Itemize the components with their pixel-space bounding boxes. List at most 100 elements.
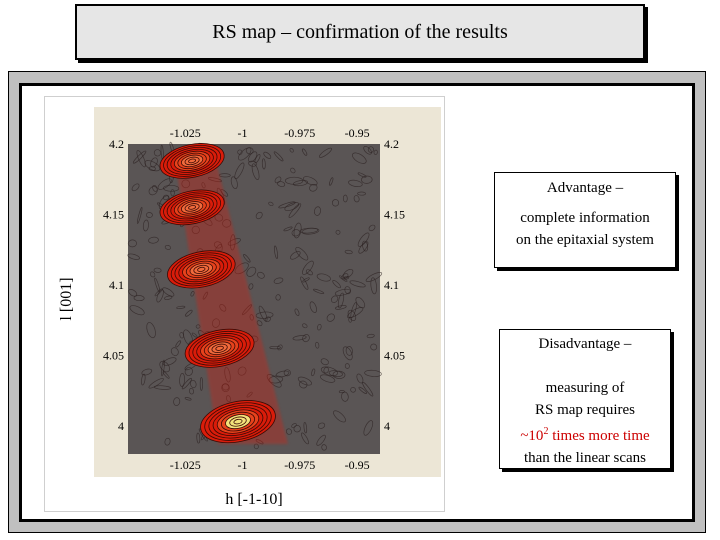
peak <box>200 400 276 444</box>
noise-contour <box>292 335 307 341</box>
noise-contour <box>365 272 383 282</box>
noise-contour <box>246 266 257 277</box>
noise-contour <box>142 219 149 232</box>
noise-contour <box>334 305 347 310</box>
noise-contour <box>127 253 140 260</box>
noise-contour <box>234 162 245 180</box>
noise-contour <box>248 283 254 290</box>
noise-contour <box>303 176 318 186</box>
noise-contour <box>230 176 238 190</box>
noise-contour <box>320 366 338 377</box>
slide-title: RS map – confirmation of the results <box>75 4 645 60</box>
noise-contour <box>290 251 301 260</box>
disadvantage-box: Disadvantage – measuring of RS map requi… <box>499 329 671 469</box>
noise-contour <box>256 320 263 327</box>
noise-contour <box>283 226 293 232</box>
noise-contour <box>302 334 310 343</box>
streak-shape <box>174 154 288 444</box>
noise-contour <box>255 311 274 319</box>
noise-contour <box>341 273 349 280</box>
disadvantage-line-4: than the linear scans <box>523 450 647 466</box>
noise-contour <box>356 373 364 384</box>
noise-contour <box>162 194 170 201</box>
noise-contour <box>164 437 171 446</box>
noise-contour <box>319 147 332 158</box>
noise-contour <box>268 201 274 207</box>
noise-contour <box>190 379 197 389</box>
y-tick-label-left: 4.1 <box>109 278 124 292</box>
y-tick-label-left: 4.15 <box>103 208 124 222</box>
noise-contour <box>153 267 162 273</box>
x-tick-label-bottom: -1.025 <box>170 458 201 472</box>
disadvantage-line-2: RS map requires <box>535 402 635 418</box>
noise-contour <box>319 374 336 383</box>
noise-contour <box>131 183 140 192</box>
advantage-line-1: complete information <box>520 210 650 226</box>
peak <box>184 328 255 368</box>
noise-contour <box>283 369 291 377</box>
noise-contour <box>334 288 351 296</box>
peak <box>159 143 225 179</box>
noise-contour <box>127 239 137 248</box>
disadvantage-line-3: ~102 times more time <box>500 421 670 447</box>
noise-contour <box>330 295 339 303</box>
noise-contour <box>157 178 172 190</box>
peak-contour-ring <box>188 205 197 210</box>
rs-map-figure: -1.025 -1.025 -1 -1 -0.975 -0.975 -0.95 -0.95 4.… <box>44 96 445 512</box>
noise-contour <box>278 201 296 209</box>
noise-contour <box>128 289 138 297</box>
noise-contour <box>291 229 301 237</box>
peak-contour-ring <box>197 266 206 272</box>
noise-contour <box>257 271 265 279</box>
noise-contour <box>302 260 314 275</box>
noise-contour <box>303 421 308 434</box>
noise-contour <box>367 146 374 153</box>
noise-contour <box>173 397 181 406</box>
noise-contour <box>299 227 319 234</box>
noise-contour <box>289 148 294 153</box>
x-tick-label-bottom: -0.95 <box>345 458 370 472</box>
noise-contour <box>181 377 192 390</box>
noise-contour <box>352 152 367 164</box>
peak <box>167 250 236 289</box>
noise-contour <box>136 206 143 224</box>
noise-contour <box>373 149 378 155</box>
noise-contour <box>366 333 375 339</box>
peak-contours <box>159 143 276 444</box>
x-axis-label: h [-1-10] <box>225 491 282 508</box>
x-tick-label-top: -1.025 <box>170 126 201 140</box>
noise-contour <box>161 359 165 377</box>
noise-contour <box>159 360 170 373</box>
noise-contour <box>301 432 309 445</box>
noise-contour <box>355 296 366 309</box>
noise-contour <box>191 332 198 338</box>
x-tick-label-top: -0.95 <box>345 126 370 140</box>
noise-contour <box>251 163 260 180</box>
noise-contour <box>317 422 326 429</box>
noise-contour <box>370 343 378 351</box>
noise-contour <box>153 149 162 157</box>
noise-contour <box>291 423 297 428</box>
noise-contour <box>285 428 293 435</box>
noise-contour <box>288 203 302 219</box>
y-tick-label-left: 4.05 <box>103 348 124 362</box>
noise-contour <box>133 295 145 302</box>
noise-contour <box>162 371 170 379</box>
noise-contour <box>255 211 263 220</box>
noise-contour <box>189 387 194 395</box>
noise-contour <box>293 425 301 433</box>
rs-map-chart: -1.025 -1.025 -1 -1 -0.975 -0.975 -0.95 -0.95 4.… <box>58 107 441 508</box>
noise-contour <box>141 373 146 386</box>
noise-contour <box>275 294 281 301</box>
noise-contour <box>305 269 313 276</box>
noise-contour <box>317 324 322 331</box>
noise-contour <box>335 229 341 235</box>
y-tick-label-right: 4.15 <box>384 208 405 222</box>
noise-contour <box>179 332 185 339</box>
y-tick-label-left: 4.2 <box>109 137 124 151</box>
noise-contour <box>195 324 201 329</box>
noise-contour <box>196 432 201 444</box>
noise-contour <box>290 167 296 174</box>
noise-contour <box>199 376 203 391</box>
noise-contour <box>316 434 326 446</box>
